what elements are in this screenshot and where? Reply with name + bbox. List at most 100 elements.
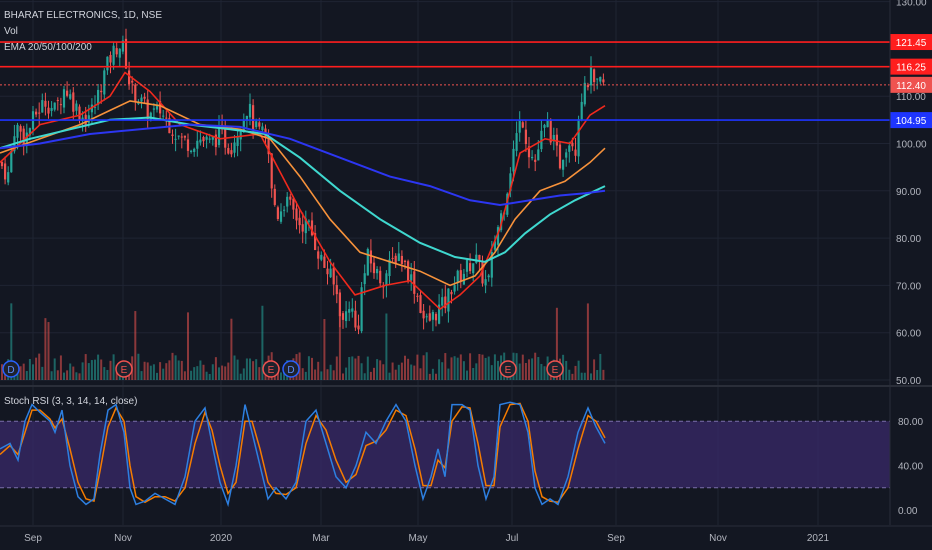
volume-bar (261, 305, 264, 380)
candle-body (62, 89, 66, 108)
candle-body (407, 261, 410, 281)
volume-bar (320, 371, 323, 380)
candle-body (537, 149, 540, 161)
volume-bar (63, 372, 65, 380)
ema50-line (0, 100, 606, 287)
candle-body (22, 128, 25, 145)
price-tick-label: 70.00 (896, 281, 921, 292)
volume-bar (543, 366, 546, 380)
volume-bar (230, 318, 233, 380)
volume-bar (397, 364, 400, 380)
volume-bar (478, 353, 481, 380)
event-marker-label: E (505, 365, 512, 376)
ema-legend: EMA 20/50/100/200 (4, 42, 92, 53)
candle-body (317, 251, 320, 259)
stoch-band (0, 420, 890, 489)
candle-body (320, 254, 323, 260)
candle-body (35, 111, 38, 115)
volume-bar (493, 354, 496, 380)
volume-bar (459, 354, 462, 380)
dividend-marker (282, 360, 300, 378)
candle-body (267, 138, 270, 155)
level-badge-label: 121.45 (896, 38, 927, 49)
candle-body (416, 295, 419, 297)
time-tick-label: 2021 (807, 533, 830, 544)
price-tick-label: 50.00 (896, 376, 921, 387)
candle-body (574, 149, 577, 156)
candle-body (283, 209, 286, 211)
level-badge (890, 58, 932, 75)
candle-body (602, 79, 605, 83)
candle-body (589, 67, 593, 86)
volume-bar (112, 354, 115, 380)
candle-body (261, 126, 264, 131)
stoch-legend: Stoch RSI (3, 3, 14, 14, close) (4, 396, 138, 407)
volume-bar (388, 372, 391, 380)
volume-bar (183, 371, 186, 380)
volume-bar (524, 363, 527, 380)
candle-body (487, 275, 490, 278)
candle-body (431, 311, 434, 320)
candle-body (165, 117, 168, 119)
candle-body (385, 273, 388, 286)
candle-body (233, 142, 236, 153)
candle-body (546, 120, 549, 128)
event-marker-label: E (121, 365, 128, 376)
volume-bar (72, 366, 75, 380)
candle-body (143, 96, 146, 99)
volume-bar (78, 373, 81, 380)
candle-body (230, 150, 233, 155)
volume-bar (528, 359, 530, 380)
candle-body (456, 270, 459, 282)
volume-bar (317, 361, 320, 380)
volume-bar (233, 355, 236, 380)
volume-bar (59, 355, 62, 380)
volume-bar (332, 370, 335, 380)
candle-body (109, 54, 112, 63)
candle-body (81, 117, 84, 121)
candle-body (323, 256, 326, 268)
volume-bar (53, 358, 56, 380)
volume-bar (484, 357, 487, 380)
volume-bar (462, 361, 465, 380)
volume-bar (345, 367, 348, 380)
volume-bar (475, 363, 478, 380)
candle-body (326, 268, 329, 275)
volume-bar (400, 362, 403, 380)
candle-body (363, 273, 366, 285)
candle-body (208, 138, 211, 140)
volume-bar (143, 361, 146, 380)
candle-body (394, 255, 397, 264)
volume-bar (159, 362, 162, 380)
volume-bar (571, 373, 574, 380)
volume-bar (280, 372, 282, 380)
volume-bar (56, 370, 59, 380)
volume-bar (94, 359, 96, 380)
candle-body (413, 271, 416, 294)
candle-body (118, 48, 121, 58)
candle-body (298, 217, 301, 226)
candle-body (50, 108, 53, 111)
horizontal-levels[interactable]: 121.45 116.25 104.95 112.40 (0, 34, 932, 129)
candle-body (552, 134, 555, 142)
volume-bar (149, 365, 152, 380)
volume-bar (255, 359, 258, 380)
candle-body (534, 159, 537, 162)
volume-bar (66, 370, 69, 380)
event-marker-label: E (268, 365, 275, 376)
volume-bar (137, 353, 140, 380)
dividend-marker (2, 360, 20, 378)
candle-body (484, 279, 487, 286)
volume-bar (283, 372, 286, 380)
candle-body (469, 263, 472, 272)
volume-bar (202, 364, 205, 380)
candle-body (372, 262, 376, 274)
candle-body (345, 311, 348, 322)
candle-body (518, 119, 521, 133)
volume-bar (242, 368, 245, 380)
candle-body (75, 103, 78, 111)
volume-bar (106, 369, 109, 380)
volume-bar (50, 371, 53, 380)
